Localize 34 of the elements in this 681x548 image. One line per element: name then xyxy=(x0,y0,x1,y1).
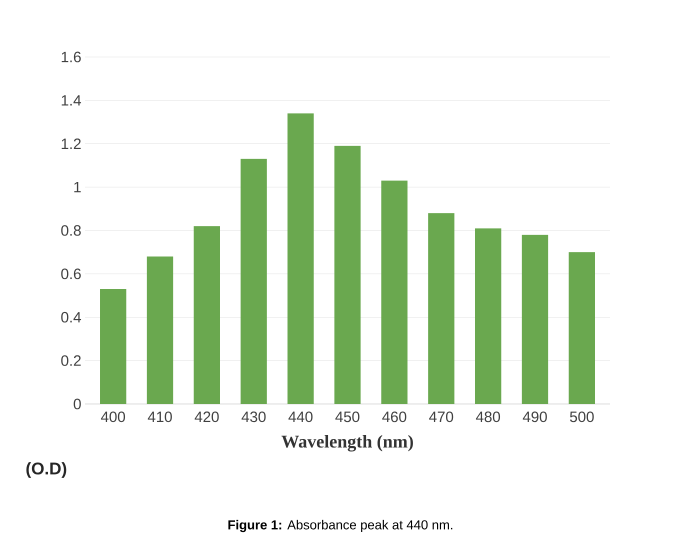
bar xyxy=(288,113,314,404)
y-tick-label: 0.6 xyxy=(61,268,81,280)
y-tick-label: 0.4 xyxy=(61,312,82,323)
x-tick-label: 470 xyxy=(429,412,454,422)
x-tick-label: 500 xyxy=(570,412,594,422)
x-tick-label: 490 xyxy=(522,412,547,422)
x-tick-label: 480 xyxy=(476,412,500,422)
bar xyxy=(240,158,267,404)
bar xyxy=(428,213,454,404)
y-tick-label: 1.2 xyxy=(62,138,81,149)
x-tick-label: 410 xyxy=(148,412,172,422)
bar xyxy=(475,228,502,404)
y-tick-label: 0.2 xyxy=(61,355,81,366)
y-tick-label: 1.6 xyxy=(62,52,81,62)
bar xyxy=(146,256,174,404)
y-tick-label: 1.4 xyxy=(62,95,82,106)
y-tick-label: 1 xyxy=(74,182,81,192)
bar xyxy=(522,234,548,404)
x-tick-label: 440 xyxy=(288,412,313,422)
x-tick-label: 430 xyxy=(242,412,266,422)
x-tick-label: 450 xyxy=(335,412,360,422)
y-tick-label: 0.8 xyxy=(61,225,81,236)
y-axis-title: (O.D) xyxy=(26,462,66,478)
bar xyxy=(568,252,595,404)
text: Figure 1: Absorbance peak at 440 nm. xyxy=(228,520,452,532)
bar xyxy=(100,289,126,404)
bar xyxy=(334,146,361,404)
bar xyxy=(381,180,408,404)
x-tick-label: 460 xyxy=(382,412,406,422)
x-axis-title: Wavelength (nm) xyxy=(282,434,413,452)
bar xyxy=(194,226,220,404)
x-tick-label: 420 xyxy=(194,412,219,422)
x-tick-label: 400 xyxy=(100,412,126,422)
y-tick-label: 0 xyxy=(74,398,81,410)
